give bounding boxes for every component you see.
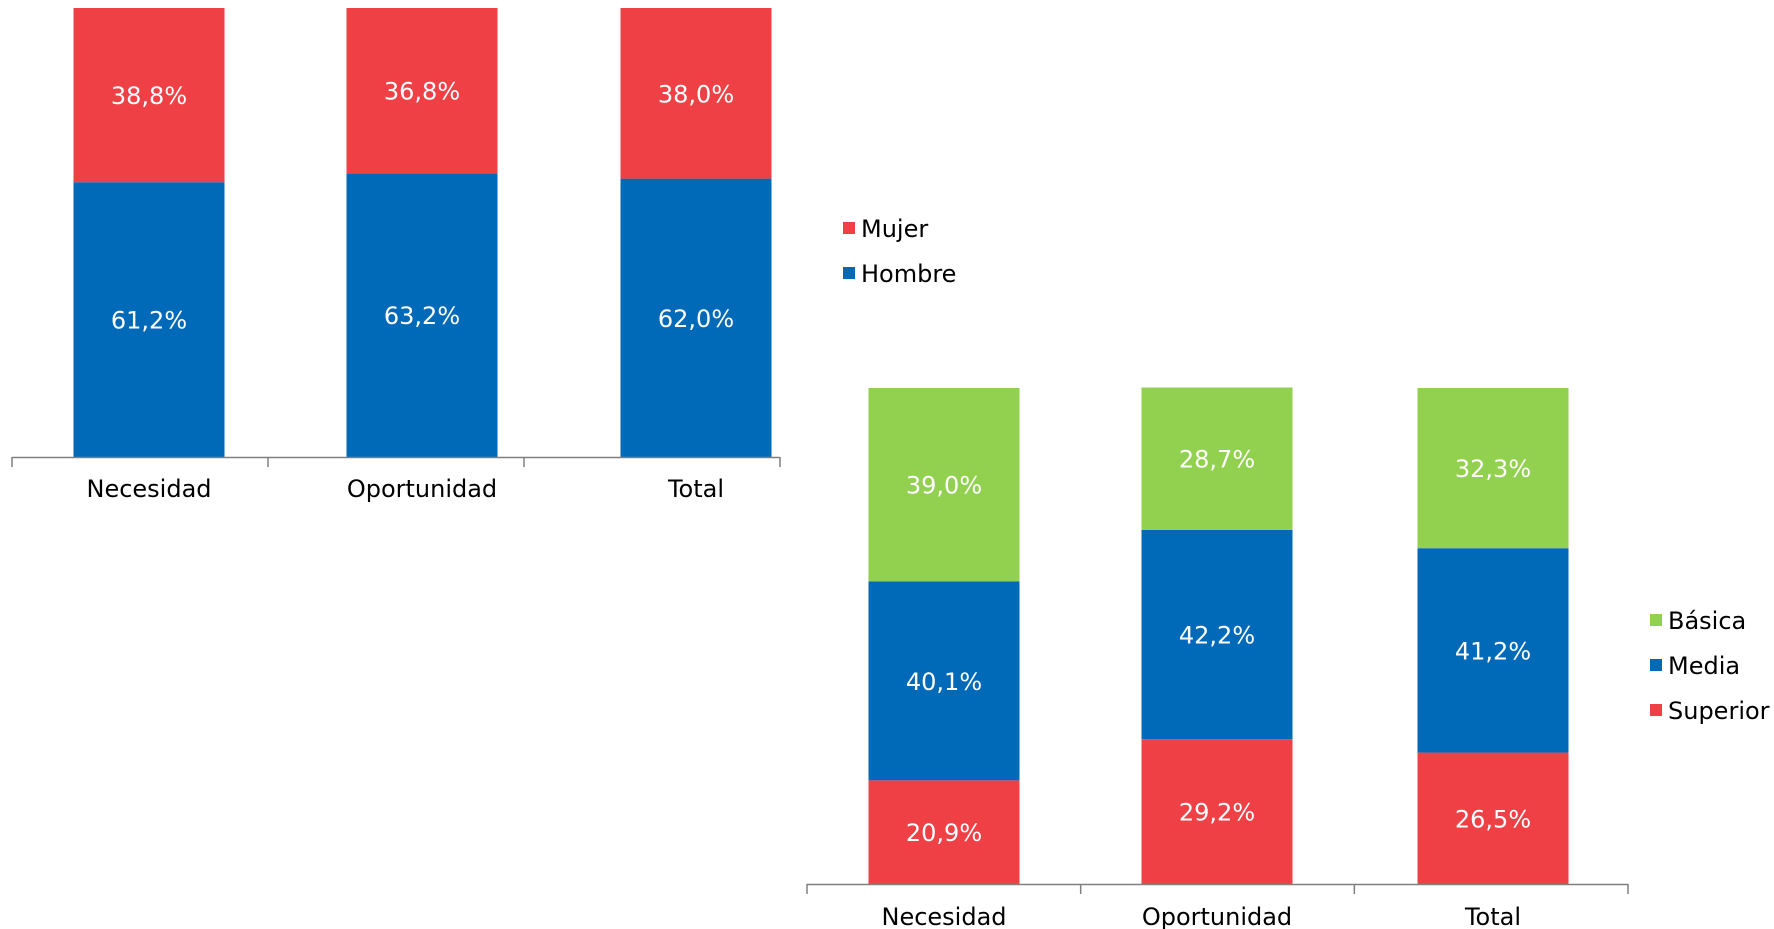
x-tick-label-necesidad: Necesidad bbox=[86, 475, 211, 503]
data-label: 40,1% bbox=[906, 668, 982, 696]
x-tick-label-oportunidad: Oportunidad bbox=[1142, 903, 1292, 929]
data-label: 20,9% bbox=[906, 819, 982, 847]
data-label: 39,0% bbox=[906, 472, 982, 500]
legend: Básica Media Superior bbox=[1650, 607, 1770, 725]
data-label: 28,7% bbox=[1179, 446, 1255, 474]
x-tick-label-total: Total bbox=[667, 475, 724, 503]
gender-stacked-bar-chart: 61,2% 38,8% 63,2% 36,8% 62,0% 38,0% Necesidad O… bbox=[11, 8, 956, 503]
bar-superior-oportunidad bbox=[1141, 739, 1293, 884]
bar-basica-necesidad bbox=[868, 388, 1020, 582]
legend-swatch-superior bbox=[1650, 704, 1662, 716]
bar-mujer-total bbox=[620, 8, 772, 179]
legend-label-superior: Superior bbox=[1668, 697, 1770, 725]
data-label: 38,8% bbox=[111, 82, 187, 110]
bar-mujer-necesidad bbox=[73, 8, 225, 183]
bar-hombre-oportunidad bbox=[346, 173, 498, 457]
data-label: 42,2% bbox=[1179, 622, 1255, 650]
education-stacked-bar-chart: 20,9% 40,1% 39,0% 29,2% 42,2% 28,7% 26,5% 41,2%… bbox=[806, 387, 1770, 929]
data-label: 41,2% bbox=[1455, 637, 1531, 665]
x-tick-label-total: Total bbox=[1464, 903, 1521, 929]
legend-swatch-hombre bbox=[843, 267, 855, 279]
legend-label-media: Media bbox=[1668, 652, 1740, 680]
bar-hombre-necesidad bbox=[73, 182, 225, 457]
x-tick-label-oportunidad: Oportunidad bbox=[347, 475, 497, 503]
bar-hombre-total bbox=[620, 178, 772, 457]
bar-basica-total bbox=[1417, 388, 1569, 549]
legend-swatch-media bbox=[1650, 659, 1662, 671]
bar-mujer-oportunidad bbox=[346, 8, 498, 174]
data-label: 32,3% bbox=[1455, 455, 1531, 483]
legend-label-mujer: Mujer bbox=[861, 215, 928, 243]
bar-basica-oportunidad bbox=[1141, 387, 1293, 530]
data-label: 63,2% bbox=[384, 302, 460, 330]
data-label: 36,8% bbox=[384, 78, 460, 106]
bar-media-oportunidad bbox=[1141, 529, 1293, 740]
data-label: 38,0% bbox=[658, 80, 734, 108]
x-tick-label-necesidad: Necesidad bbox=[881, 903, 1006, 929]
legend: Mujer Hombre bbox=[843, 215, 956, 288]
bar-superior-total bbox=[1417, 752, 1569, 884]
bar-media-total bbox=[1417, 548, 1569, 753]
legend-label-hombre: Hombre bbox=[861, 260, 956, 288]
legend-swatch-basica bbox=[1650, 614, 1662, 626]
data-label: 61,2% bbox=[111, 307, 187, 335]
legend-swatch-mujer bbox=[843, 222, 855, 234]
bar-media-necesidad bbox=[868, 581, 1020, 781]
legend-label-basica: Básica bbox=[1668, 607, 1746, 635]
data-label: 62,0% bbox=[658, 305, 734, 333]
data-label: 29,2% bbox=[1179, 799, 1255, 827]
bar-superior-necesidad bbox=[868, 780, 1020, 884]
data-label: 26,5% bbox=[1455, 805, 1531, 833]
